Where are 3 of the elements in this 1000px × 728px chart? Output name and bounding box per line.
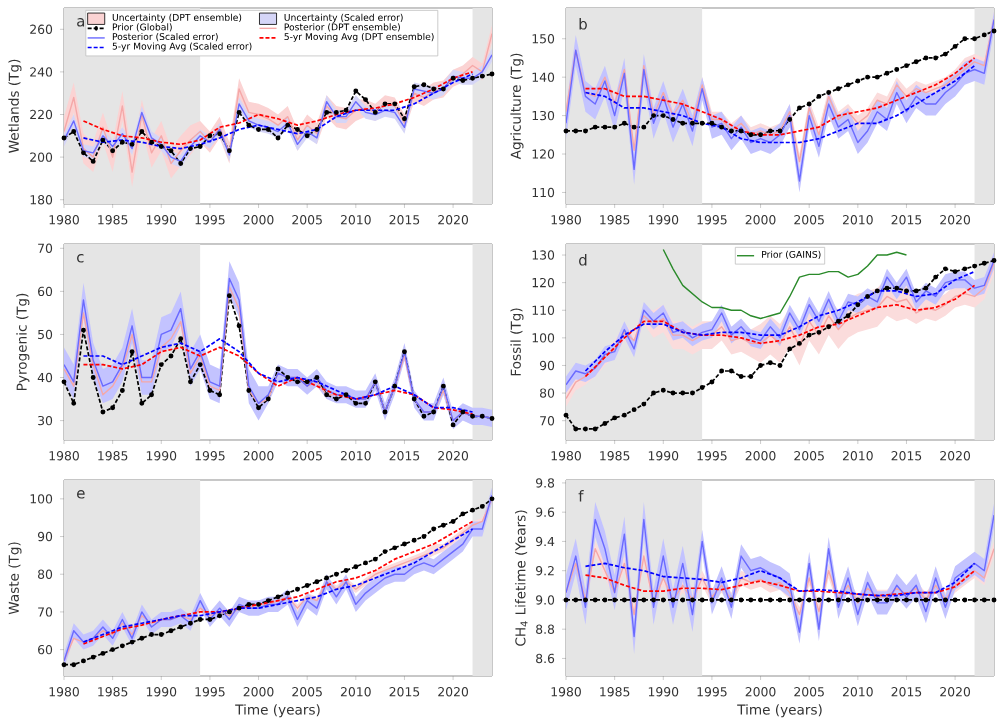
line-series xyxy=(566,514,995,638)
line-series xyxy=(584,270,976,372)
line-series xyxy=(584,284,976,378)
